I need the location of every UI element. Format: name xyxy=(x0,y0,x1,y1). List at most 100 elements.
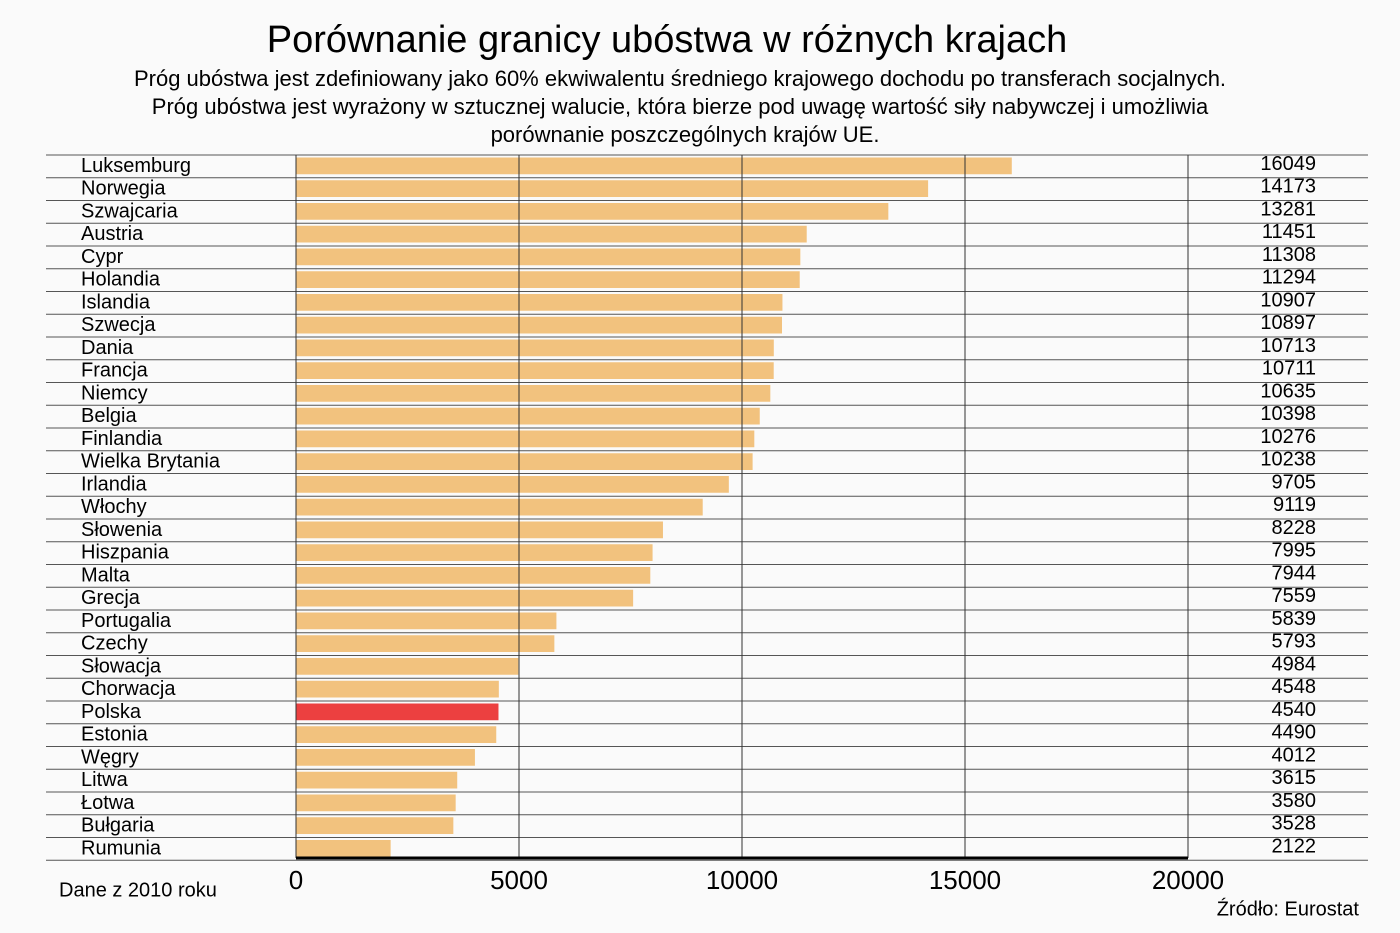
bar xyxy=(296,339,774,357)
bar xyxy=(296,749,475,766)
bar xyxy=(296,817,454,834)
category-label: Luksemburg xyxy=(81,155,191,177)
category-label: Węgry xyxy=(81,746,139,768)
category-label: Łotwa xyxy=(81,792,135,814)
category-label: Holandia xyxy=(81,269,161,291)
category-label: Chorwacja xyxy=(81,678,176,700)
category-label: Francja xyxy=(81,360,149,382)
category-label: Polska xyxy=(81,701,142,723)
category-label: Bułgaria xyxy=(81,815,155,837)
value-label: 11294 xyxy=(1262,267,1316,289)
bar xyxy=(296,157,1012,175)
value-label: 16049 xyxy=(1260,153,1316,175)
value-label: 10907 xyxy=(1260,289,1316,311)
value-label: 2122 xyxy=(1272,835,1317,857)
bar xyxy=(296,476,729,493)
category-label: Szwecja xyxy=(81,314,156,336)
subtitle: Próg ubóstwa jest zdefiniowany jako 60% … xyxy=(134,66,1226,91)
bar xyxy=(296,271,800,288)
value-label: 4540 xyxy=(1272,699,1317,721)
value-label: 9705 xyxy=(1272,471,1317,493)
value-label: 7559 xyxy=(1272,585,1317,607)
value-label: 5839 xyxy=(1272,608,1317,630)
bar xyxy=(296,612,557,630)
source: Źródło: Eurostat xyxy=(1217,897,1360,920)
bar xyxy=(296,225,807,243)
value-label: 4548 xyxy=(1272,676,1317,698)
value-label: 10635 xyxy=(1260,380,1316,402)
note: Dane z 2010 roku xyxy=(59,879,217,901)
value-label: 11451 xyxy=(1262,221,1316,243)
value-label: 10398 xyxy=(1260,403,1316,425)
value-label: 4490 xyxy=(1272,722,1317,744)
chart-title: Porównanie granicy ubóstwa w różnych kra… xyxy=(267,19,1068,61)
category-label: Litwa xyxy=(81,769,129,791)
value-label: 4984 xyxy=(1272,653,1317,675)
category-label: Słowenia xyxy=(81,519,163,541)
category-label: Austria xyxy=(81,223,144,245)
bar xyxy=(296,430,755,448)
bar xyxy=(296,544,653,561)
value-label: 10713 xyxy=(1260,335,1316,357)
category-label: Grecja xyxy=(81,587,141,609)
bar xyxy=(296,498,703,516)
category-label: Czechy xyxy=(81,633,148,655)
category-label: Rumunia xyxy=(81,837,162,859)
category-label: Wielka Brytania xyxy=(81,451,221,473)
value-label: 9119 xyxy=(1273,494,1316,516)
category-label: Szwajcaria xyxy=(81,200,179,222)
category-label: Belgia xyxy=(81,405,137,427)
value-label: 4012 xyxy=(1272,744,1317,766)
category-label: Cypr xyxy=(81,246,124,268)
bar xyxy=(296,635,555,652)
category-label: Finlandia xyxy=(81,428,163,450)
category-label: Portugalia xyxy=(81,610,172,632)
value-label: 10711 xyxy=(1262,358,1316,380)
bar xyxy=(296,794,456,812)
bar xyxy=(296,316,783,334)
category-label: Estonia xyxy=(81,724,149,746)
category-label: Niemcy xyxy=(81,382,148,404)
subtitle: Próg ubóstwa jest wyrażony w sztucznej w… xyxy=(152,94,1209,119)
value-label: 7995 xyxy=(1272,540,1317,562)
value-label: 3615 xyxy=(1272,767,1317,789)
bar xyxy=(296,680,499,698)
category-label: Irlandia xyxy=(81,473,147,495)
x-tick-label: 20000 xyxy=(1152,865,1224,895)
value-label: 7944 xyxy=(1272,562,1317,584)
bar xyxy=(296,180,929,197)
x-tick-label: 5000 xyxy=(490,865,548,895)
value-label: 3528 xyxy=(1272,813,1317,835)
bar xyxy=(296,726,497,743)
value-label: 10276 xyxy=(1260,426,1316,448)
subtitle: porównanie poszczególnych krajów UE. xyxy=(491,122,880,147)
bar xyxy=(296,703,499,721)
category-label: Norwegia xyxy=(81,178,166,200)
bar xyxy=(296,407,760,425)
bar xyxy=(296,453,753,470)
category-label: Słowacja xyxy=(81,655,162,677)
category-label: Islandia xyxy=(81,291,151,313)
bar xyxy=(296,840,391,857)
value-label: 5793 xyxy=(1272,631,1317,653)
value-label: 8228 xyxy=(1272,517,1317,539)
bar xyxy=(296,294,783,311)
bar xyxy=(296,521,663,539)
bar xyxy=(296,567,651,584)
category-label: Dania xyxy=(81,337,134,359)
value-label: 10238 xyxy=(1260,449,1316,471)
bar xyxy=(296,385,771,402)
category-label: Malta xyxy=(81,564,131,586)
bar xyxy=(296,203,889,220)
value-label: 11308 xyxy=(1262,244,1316,266)
category-label: Hiszpania xyxy=(81,542,170,564)
category-label: Włochy xyxy=(81,496,147,518)
x-tick-label: 10000 xyxy=(706,865,778,895)
value-label: 14173 xyxy=(1260,176,1316,198)
value-label: 10897 xyxy=(1260,312,1316,334)
value-label: 13281 xyxy=(1260,198,1316,220)
bar xyxy=(296,658,519,675)
x-tick-label: 15000 xyxy=(929,865,1001,895)
